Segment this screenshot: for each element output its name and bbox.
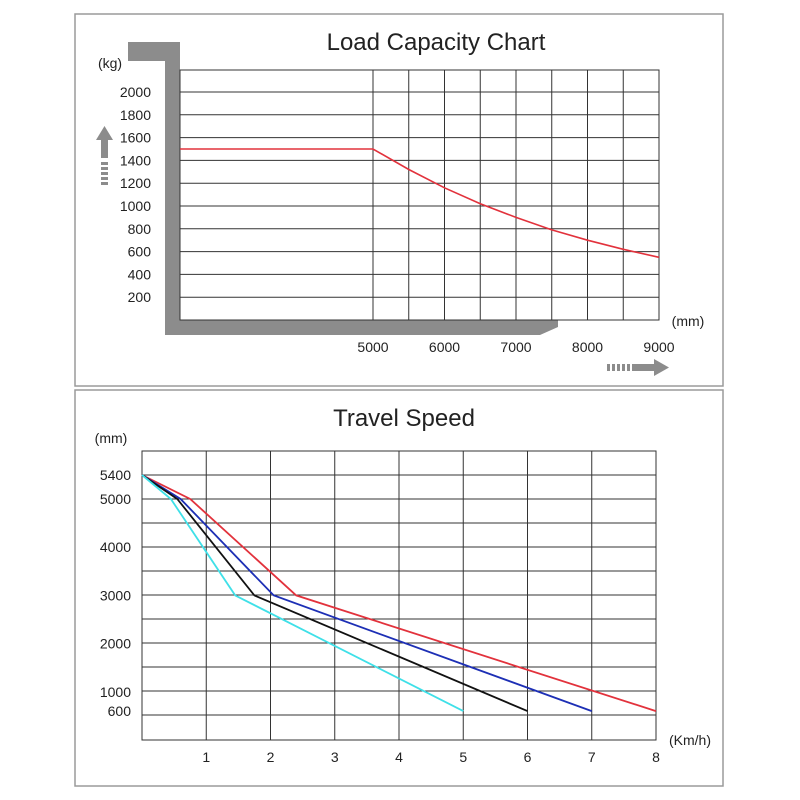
travel-speed-line xyxy=(141,474,593,712)
travel-x-tick-label: 1 xyxy=(202,749,210,765)
load-x-tick-label: 6000 xyxy=(429,339,460,355)
travel-chart-x-unit: (Km/h) xyxy=(669,732,711,748)
load-y-tick-label: 2000 xyxy=(120,84,151,100)
load-x-tick-label: 9000 xyxy=(643,339,674,355)
travel-chart-grid xyxy=(141,450,657,741)
travel-y-tick-label: 5000 xyxy=(100,491,131,507)
right-arrow-icon xyxy=(607,359,669,376)
travel-speed-line xyxy=(141,474,528,712)
load-capacity-line xyxy=(180,148,660,259)
load-y-tick-label: 1200 xyxy=(120,175,151,191)
travel-chart-panel xyxy=(74,389,724,787)
load-chart-y-ticks: 200 400 600 800 1000 1200 1400 1600 1800 2000 xyxy=(120,84,151,305)
travel-chart-x-ticks: 1 2 3 4 5 6 7 8 xyxy=(202,749,660,765)
travel-x-tick-label: 5 xyxy=(459,749,467,765)
load-chart-title: Load Capacity Chart xyxy=(327,29,546,56)
travel-chart-title: Travel Speed xyxy=(333,405,475,432)
load-y-tick-label: 600 xyxy=(128,244,152,260)
travel-chart-y-unit: (mm) xyxy=(95,430,128,446)
load-chart-y-unit: (kg) xyxy=(98,55,122,71)
load-y-tick-label: 200 xyxy=(128,289,152,305)
travel-x-tick-label: 3 xyxy=(331,749,339,765)
travel-y-tick-label: 3000 xyxy=(100,587,131,603)
load-x-tick-label: 5000 xyxy=(357,339,388,355)
load-y-tick-label: 1000 xyxy=(120,198,151,214)
travel-x-tick-label: 8 xyxy=(652,749,660,765)
travel-speed-line xyxy=(141,474,657,712)
load-y-tick-label: 1600 xyxy=(120,130,151,146)
travel-y-tick-label: 5400 xyxy=(100,467,131,483)
travel-x-tick-label: 4 xyxy=(395,749,403,765)
load-x-tick-label: 8000 xyxy=(572,339,603,355)
load-x-tick-label: 7000 xyxy=(500,339,531,355)
load-chart-x-unit: (mm) xyxy=(672,313,705,329)
travel-x-tick-label: 6 xyxy=(524,749,532,765)
load-chart-panel xyxy=(74,13,724,387)
load-grid-frame xyxy=(179,69,660,321)
travel-x-tick-label: 2 xyxy=(267,749,275,765)
load-y-tick-label: 800 xyxy=(128,221,152,237)
up-arrow-icon xyxy=(96,126,113,185)
load-y-tick-label: 1800 xyxy=(120,107,151,123)
travel-y-tick-label: 2000 xyxy=(100,636,131,652)
fork-graphic xyxy=(128,42,558,335)
travel-chart-y-ticks: 600 1000 2000 3000 4000 5000 5400 xyxy=(100,467,131,719)
travel-y-tick-label: 4000 xyxy=(100,539,131,555)
travel-speed-line xyxy=(141,474,464,712)
load-chart-grid xyxy=(179,69,660,321)
load-chart-series xyxy=(180,148,660,259)
travel-x-tick-label: 7 xyxy=(588,749,596,765)
load-y-tick-label: 1400 xyxy=(120,152,151,168)
load-chart-x-ticks: 5000 6000 7000 8000 9000 xyxy=(357,339,674,355)
travel-y-tick-label: 600 xyxy=(108,703,132,719)
travel-chart-series xyxy=(141,474,657,712)
load-y-tick-label: 400 xyxy=(128,266,152,282)
travel-y-tick-label: 1000 xyxy=(100,684,131,700)
